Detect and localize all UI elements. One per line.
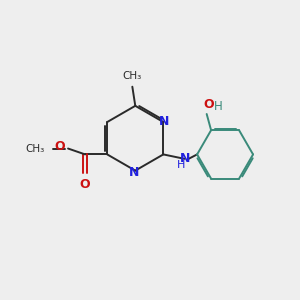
Text: CH₃: CH₃ <box>25 143 44 154</box>
Text: H: H <box>177 160 185 170</box>
Text: CH₃: CH₃ <box>123 71 142 81</box>
Text: H: H <box>214 100 222 112</box>
Text: N: N <box>159 115 169 128</box>
Text: O: O <box>80 178 91 191</box>
Text: O: O <box>55 140 65 153</box>
Text: N: N <box>129 166 140 178</box>
Text: O: O <box>204 98 214 111</box>
Text: N: N <box>180 152 190 165</box>
